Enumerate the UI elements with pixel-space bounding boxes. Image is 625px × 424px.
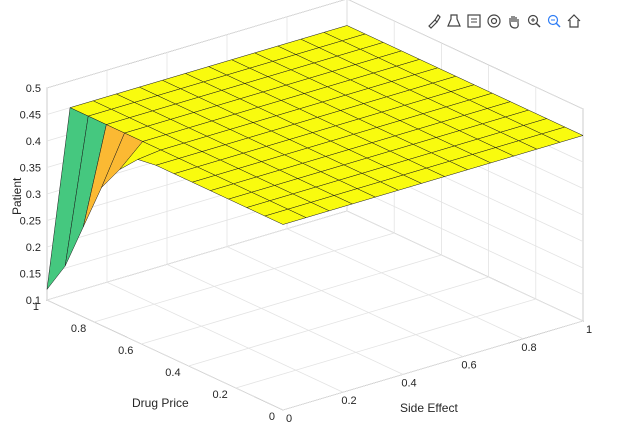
y-tick-label: 0.2 <box>213 389 228 401</box>
floor-grid-x <box>286 228 524 340</box>
x-tick-label: 0.4 <box>401 377 416 389</box>
floor-grid-y <box>188 276 489 367</box>
z-axis-label: Patient <box>10 177 24 215</box>
side-grid-z <box>346 184 584 295</box>
floor-grid-y <box>94 232 395 323</box>
y-tick-label: 0.6 <box>118 345 133 357</box>
surface-face <box>264 208 307 225</box>
x-tick-label: 0.2 <box>341 395 356 407</box>
x-tick-label: 1 <box>586 324 592 336</box>
floor-grid-x <box>46 299 284 411</box>
floor-grid-x <box>226 246 464 357</box>
floor-grid-y <box>141 254 442 345</box>
wall-grid-z <box>46 0 346 89</box>
z-tick-label: 0.45 <box>20 110 41 122</box>
y-tick-label: 1 <box>33 301 39 313</box>
zoom-in-icon[interactable] <box>525 12 543 30</box>
y-axis-label: Drug Price <box>132 396 189 410</box>
z-tick-label: 0.2 <box>26 242 41 254</box>
x-tick-label: 0.8 <box>521 342 536 354</box>
floor-grid-x <box>106 281 344 393</box>
rotate-3d-icon[interactable] <box>485 12 503 30</box>
axes-toolbar <box>425 12 583 30</box>
z-tick-label: 0.4 <box>26 136 41 148</box>
home-icon[interactable] <box>565 12 583 30</box>
x-tick-label: 0.6 <box>461 360 476 372</box>
side-grid-z <box>346 210 584 322</box>
y-tick-label: 0.8 <box>71 323 86 335</box>
x-tick-label: 0 <box>286 413 292 424</box>
surface-mesh <box>46 25 584 291</box>
y-tick-label: 0.4 <box>165 367 180 379</box>
floor-grid-x <box>166 264 404 375</box>
tick-labels: 000.20.20.40.40.60.6 0.80.8 110.10.150.20.… <box>20 83 592 424</box>
export-icon[interactable] <box>445 12 463 30</box>
z-tick-label: 0.1 <box>26 295 41 307</box>
z-tick-label: 0.35 <box>20 163 41 175</box>
floor-grid-y <box>282 320 584 411</box>
z-tick-label: 0.5 <box>26 83 41 95</box>
z-tick-label: 0.3 <box>26 189 41 201</box>
z-tick-label: 0.25 <box>20 216 41 228</box>
z-tick-label: 0.15 <box>20 269 41 281</box>
y-tick-label: 0 <box>269 411 275 423</box>
side-grid-z <box>348 0 584 110</box>
x-axis-label: Side Effect <box>400 401 458 415</box>
wall-grid-z <box>46 210 348 301</box>
zoom-out-icon[interactable] <box>545 12 563 30</box>
floor-grid-y <box>235 298 536 389</box>
brush-icon[interactable] <box>425 12 443 30</box>
pan-hand-icon[interactable] <box>505 12 523 30</box>
datatip-icon[interactable] <box>465 12 483 30</box>
